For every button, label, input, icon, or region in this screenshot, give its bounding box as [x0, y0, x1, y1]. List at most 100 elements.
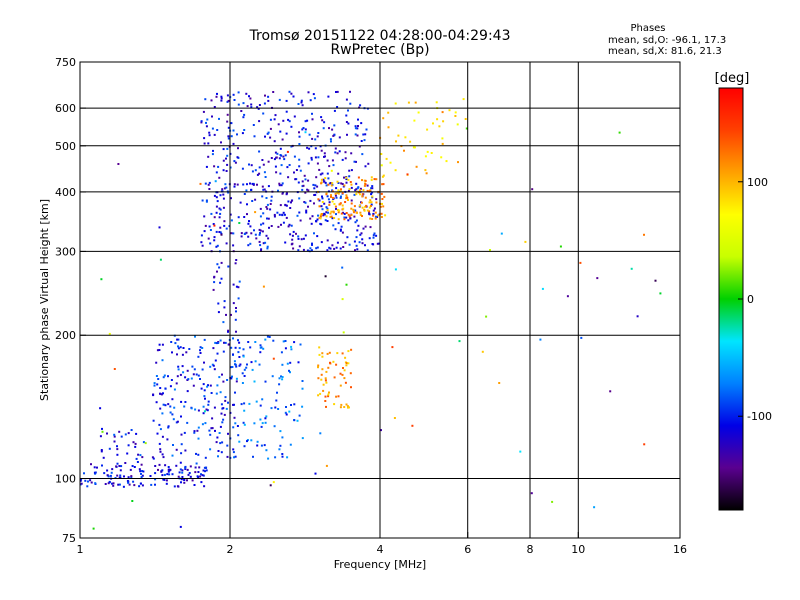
data-point — [284, 154, 287, 157]
data-point — [350, 207, 353, 210]
data-point — [187, 473, 190, 476]
data-point — [177, 475, 180, 478]
data-point — [336, 90, 339, 93]
data-point — [181, 469, 184, 472]
data-point — [270, 225, 273, 227]
data-point — [298, 197, 301, 200]
data-point — [159, 450, 162, 453]
data-point — [232, 451, 235, 454]
stats-line-x: mean, sd,X: 81.6, 21.3 — [608, 46, 722, 57]
data-point — [113, 368, 116, 370]
data-point — [217, 165, 220, 168]
data-point — [445, 160, 448, 163]
data-point — [219, 208, 222, 211]
data-point — [227, 401, 229, 404]
data-point — [229, 213, 232, 216]
data-point — [360, 122, 363, 125]
data-point — [281, 138, 284, 141]
data-point — [212, 288, 215, 291]
data-point — [364, 244, 366, 247]
data-point — [208, 181, 211, 184]
data-point — [344, 241, 347, 244]
stats-line-o: mean, sd,O: -96.1, 17.3 — [608, 35, 726, 46]
data-point — [242, 183, 245, 186]
data-point — [206, 118, 209, 121]
data-point — [225, 242, 228, 245]
data-point — [181, 471, 184, 474]
data-point — [357, 224, 360, 227]
data-point — [250, 361, 253, 364]
data-point — [324, 379, 327, 382]
data-point — [273, 118, 276, 121]
data-point — [327, 366, 330, 369]
data-point — [135, 457, 138, 460]
data-point — [205, 200, 208, 203]
data-point — [340, 403, 343, 406]
data-point — [212, 149, 214, 152]
data-point — [345, 121, 348, 123]
data-point — [205, 466, 208, 469]
data-point — [181, 476, 184, 478]
data-point — [306, 119, 309, 122]
data-point — [500, 232, 503, 235]
data-point — [331, 182, 334, 185]
data-point — [341, 192, 344, 195]
data-point — [272, 481, 275, 484]
data-point — [270, 157, 273, 159]
data-point — [192, 373, 195, 376]
data-point — [346, 236, 349, 239]
data-point — [335, 363, 338, 366]
data-point — [359, 214, 362, 216]
data-point — [387, 126, 390, 129]
data-point — [373, 207, 376, 210]
data-point — [186, 479, 188, 482]
data-point — [441, 142, 444, 145]
data-point — [251, 368, 254, 371]
data-point — [205, 469, 208, 472]
data-point — [266, 217, 268, 220]
data-point — [327, 393, 330, 396]
data-point — [363, 139, 366, 142]
data-point — [215, 342, 218, 345]
data-point — [318, 216, 321, 219]
data-point — [223, 413, 226, 416]
data-point — [383, 195, 386, 198]
data-point — [209, 448, 212, 451]
data-point — [253, 135, 256, 138]
data-point — [113, 433, 116, 436]
data-point — [190, 377, 193, 380]
data-point — [387, 111, 390, 114]
data-point — [162, 478, 165, 481]
data-point — [395, 140, 397, 143]
data-point — [289, 233, 292, 236]
data-point — [260, 444, 263, 447]
data-point — [323, 212, 326, 215]
data-point — [350, 169, 353, 172]
data-point — [307, 205, 309, 208]
data-point — [220, 261, 223, 264]
data-point — [222, 148, 225, 151]
data-point — [332, 224, 335, 227]
data-point — [278, 184, 281, 187]
data-point — [226, 154, 229, 157]
data-point — [330, 182, 332, 184]
data-point — [200, 234, 203, 237]
data-point — [280, 184, 283, 187]
data-point — [309, 247, 312, 250]
data-point — [333, 124, 336, 127]
data-point — [278, 157, 281, 160]
data-point — [336, 152, 339, 155]
data-point — [199, 346, 202, 349]
data-point — [317, 214, 319, 217]
data-point — [324, 181, 327, 184]
data-point — [321, 368, 324, 371]
data-point — [129, 468, 132, 471]
data-point — [240, 403, 243, 406]
chart-subtitle: RwPretec (Bp) — [330, 42, 429, 58]
data-point — [339, 228, 342, 231]
data-point — [352, 208, 355, 211]
data-point — [337, 209, 339, 211]
data-point — [310, 158, 313, 161]
data-point — [259, 207, 262, 210]
data-point — [213, 165, 216, 168]
